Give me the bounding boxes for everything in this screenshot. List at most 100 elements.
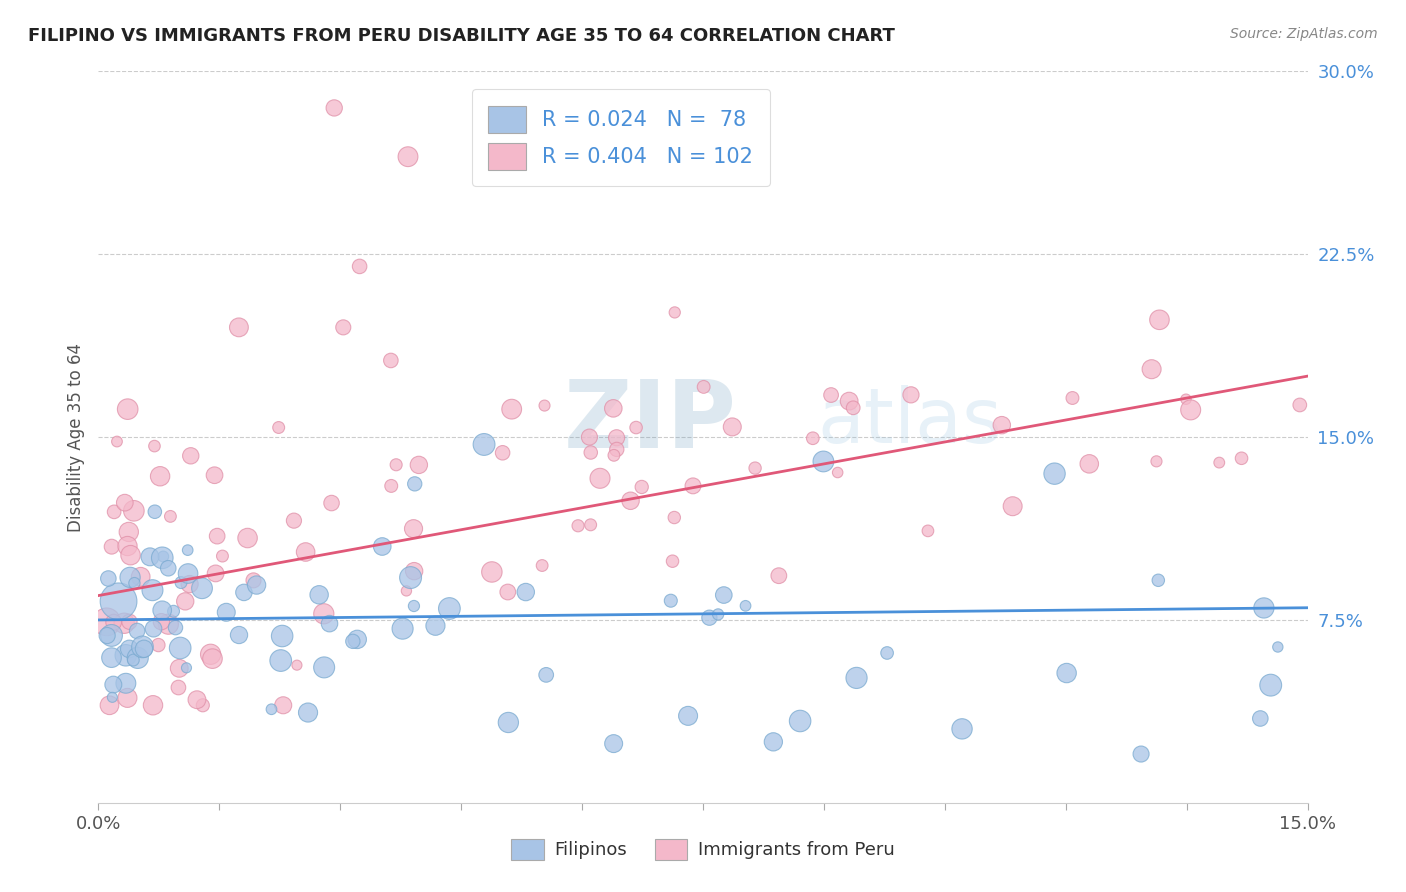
Point	[120, 570, 142, 584]
Point	[385, 458, 408, 472]
Point	[103, 678, 125, 692]
Point	[228, 320, 250, 334]
Point	[170, 575, 193, 590]
Point	[321, 496, 343, 510]
Point	[162, 604, 184, 618]
Point	[143, 505, 166, 519]
Point	[606, 431, 628, 445]
Point	[789, 714, 811, 728]
Point	[118, 642, 141, 657]
Point	[117, 690, 139, 705]
Point	[682, 479, 704, 493]
Point	[820, 388, 842, 402]
Point	[117, 539, 139, 553]
Point	[342, 634, 364, 648]
Text: ZIP: ZIP	[564, 376, 737, 468]
Point	[270, 654, 292, 668]
Point	[242, 574, 264, 588]
Point	[297, 706, 319, 720]
Point	[1249, 711, 1271, 725]
Point	[150, 603, 173, 617]
Point	[1208, 456, 1230, 470]
Point	[1056, 666, 1078, 681]
Point	[380, 353, 402, 368]
Point	[845, 671, 868, 685]
Point	[176, 543, 198, 558]
Point	[676, 709, 699, 723]
Point	[664, 305, 686, 319]
Point	[498, 715, 520, 730]
Point	[950, 722, 973, 736]
Point	[131, 640, 153, 654]
Point	[232, 585, 254, 599]
Point	[245, 578, 267, 592]
Point	[191, 698, 214, 713]
Point	[127, 624, 149, 638]
Point	[141, 583, 163, 598]
Point	[1253, 601, 1275, 615]
Point	[200, 648, 222, 662]
Point	[1267, 640, 1289, 654]
Point	[215, 605, 238, 619]
Point	[148, 638, 170, 652]
Point	[114, 648, 136, 663]
Point	[713, 588, 735, 602]
Point	[1288, 398, 1310, 412]
Point	[1147, 574, 1170, 588]
Point	[96, 615, 118, 629]
Point	[122, 653, 145, 667]
Text: Source: ZipAtlas.com: Source: ZipAtlas.com	[1230, 27, 1378, 41]
Point	[150, 550, 173, 565]
Point	[127, 651, 149, 665]
Point	[579, 445, 602, 459]
Point	[399, 571, 422, 585]
Point	[132, 641, 155, 656]
Point	[103, 505, 125, 519]
Point	[177, 566, 200, 581]
Point	[314, 660, 336, 674]
Point	[602, 401, 624, 416]
Point	[283, 514, 305, 528]
Point	[630, 480, 652, 494]
Point	[602, 737, 624, 751]
Point	[533, 399, 555, 413]
Point	[332, 320, 354, 334]
Point	[534, 668, 557, 682]
Point	[323, 101, 346, 115]
Point	[531, 558, 554, 573]
Point	[1175, 392, 1198, 407]
Point	[578, 430, 600, 444]
Point	[408, 458, 430, 472]
Point	[152, 549, 174, 564]
Point	[699, 610, 721, 624]
Point	[664, 510, 686, 524]
Point	[211, 549, 233, 563]
Point	[404, 564, 426, 578]
Point	[150, 615, 173, 629]
Point	[204, 468, 226, 483]
Legend: Filipinos, Immigrants from Peru: Filipinos, Immigrants from Peru	[505, 831, 901, 867]
Text: FILIPINO VS IMMIGRANTS FROM PERU DISABILITY AGE 35 TO 64 CORRELATION CHART: FILIPINO VS IMMIGRANTS FROM PERU DISABIL…	[28, 27, 896, 45]
Point	[236, 531, 259, 545]
Point	[98, 698, 121, 713]
Point	[100, 650, 122, 665]
Point	[1130, 747, 1153, 761]
Point	[96, 628, 118, 642]
Point	[285, 658, 308, 673]
Point	[501, 402, 523, 417]
Point	[1180, 403, 1202, 417]
Point	[122, 504, 145, 518]
Point	[100, 540, 122, 554]
Point	[139, 549, 162, 564]
Point	[876, 646, 898, 660]
Point	[396, 150, 419, 164]
Point	[167, 661, 190, 675]
Point	[312, 607, 335, 621]
Point	[267, 420, 290, 434]
Point	[271, 629, 294, 643]
Point	[165, 621, 187, 635]
Point	[180, 449, 202, 463]
Point	[97, 572, 120, 586]
Point	[917, 524, 939, 538]
Point	[1078, 457, 1101, 471]
